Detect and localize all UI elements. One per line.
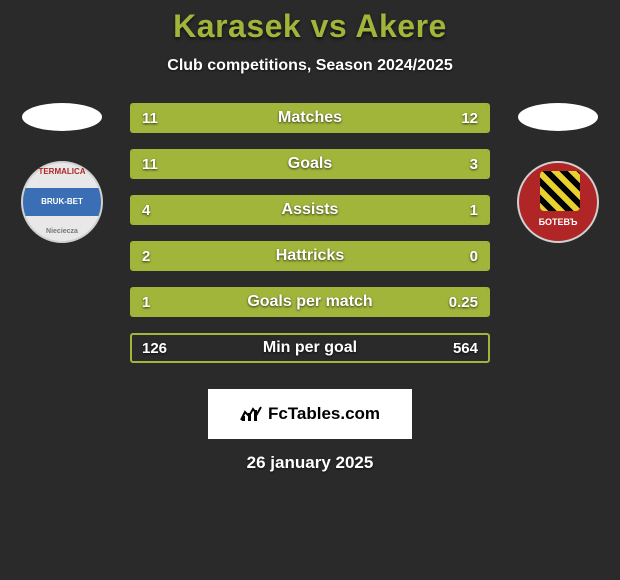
stat-row: 41Assists: [130, 195, 490, 225]
left-badge-text-top: TERMALICA: [23, 167, 101, 176]
right-club-badge: БОТЕВЪ: [517, 161, 599, 243]
stat-label: Assists: [132, 197, 488, 223]
left-badge-text-mid: BRUK-BET: [23, 197, 101, 206]
date-label: 26 january 2025: [0, 453, 620, 473]
branding-chart-icon: [240, 406, 262, 422]
left-player-avatar: [22, 103, 102, 131]
stat-row: 1112Matches: [130, 103, 490, 133]
right-player-avatar: [518, 103, 598, 131]
stat-label: Min per goal: [132, 335, 488, 361]
left-player-column: TERMALICA BRUK-BET Nieciecza: [12, 103, 112, 243]
right-player-column: БОТЕВЪ: [508, 103, 608, 243]
stat-label: Matches: [132, 105, 488, 131]
page-title: Karasek vs Akere: [0, 8, 620, 45]
left-badge-text-bot: Nieciecza: [23, 228, 101, 235]
branding-text: FcTables.com: [268, 404, 380, 424]
stat-row: 113Goals: [130, 149, 490, 179]
stat-row: 20Hattricks: [130, 241, 490, 271]
right-badge-text: БОТЕВЪ: [519, 217, 597, 227]
stat-row: 126564Min per goal: [130, 333, 490, 363]
infographic-root: Karasek vs Akere Club competitions, Seas…: [0, 0, 620, 473]
left-club-badge: TERMALICA BRUK-BET Nieciecza: [21, 161, 103, 243]
subtitle: Club competitions, Season 2024/2025: [0, 57, 620, 75]
stat-label: Goals: [132, 151, 488, 177]
stat-bars: 1112Matches 113Goals 41Assists 20Hattricks 1…: [130, 103, 490, 379]
stat-label: Hattricks: [132, 243, 488, 269]
branding-badge: FcTables.com: [208, 389, 412, 439]
comparison-panel: TERMALICA BRUK-BET Nieciecza 1112Matches…: [0, 103, 620, 379]
stat-label: Goals per match: [132, 289, 488, 315]
stat-row: 10.25Goals per match: [130, 287, 490, 317]
